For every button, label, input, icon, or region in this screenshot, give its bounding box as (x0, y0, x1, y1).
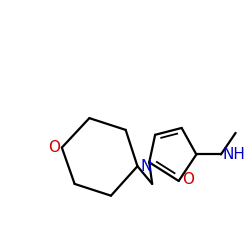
Text: NH: NH (223, 147, 246, 162)
Text: N: N (140, 159, 152, 174)
Text: O: O (48, 140, 60, 155)
Text: O: O (182, 172, 194, 186)
